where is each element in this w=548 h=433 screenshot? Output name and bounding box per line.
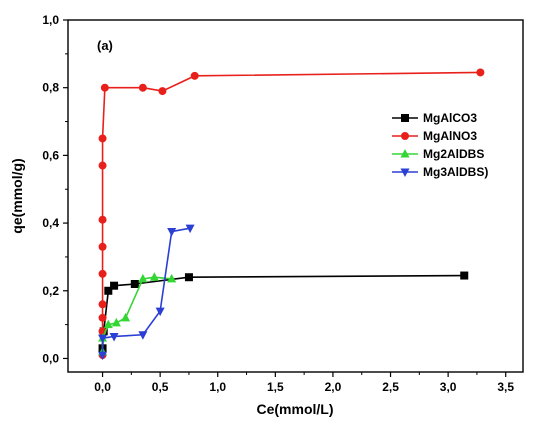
y-tick-label: 0,2 bbox=[42, 284, 59, 298]
series-0 bbox=[98, 271, 469, 353]
data-point bbox=[98, 351, 108, 361]
legend-item: MgAlCO3 bbox=[392, 111, 477, 125]
axis-ticks bbox=[63, 19, 507, 377]
data-point bbox=[98, 242, 107, 251]
plot-frame bbox=[67, 19, 524, 373]
data-point bbox=[190, 71, 199, 80]
data-point bbox=[110, 281, 119, 290]
data-point bbox=[109, 332, 119, 342]
x-tick-label: 2,0 bbox=[325, 380, 342, 394]
data-point bbox=[184, 273, 193, 282]
legend-item: MgAlNO3 bbox=[392, 129, 477, 143]
data-point bbox=[155, 307, 165, 317]
data-point bbox=[98, 269, 107, 278]
data-point bbox=[98, 215, 107, 224]
y-tick-labels: 0,0 0,2 0,4 0,6 0,8 1,0 bbox=[42, 13, 59, 365]
x-tick-label: 1,0 bbox=[209, 380, 226, 394]
legend-label: MgAlNO3 bbox=[423, 129, 477, 143]
y-tick-label: 1,0 bbox=[42, 13, 59, 27]
data-point bbox=[158, 87, 167, 96]
x-tick-label: 0,5 bbox=[152, 380, 169, 394]
x-axis-title: Ce(mmol/L) bbox=[257, 401, 334, 417]
data-point bbox=[138, 273, 148, 283]
data-point bbox=[121, 312, 131, 322]
data-point bbox=[138, 331, 148, 340]
x-tick-label: 3,5 bbox=[497, 380, 514, 394]
data-point bbox=[98, 313, 107, 322]
legend-marker bbox=[400, 149, 410, 158]
legend-item: Mg3AlDBS) bbox=[392, 165, 488, 179]
series-1 bbox=[98, 68, 485, 360]
legend: MgAlCO3 MgAlNO3 Mg2AlDBS Mg3AlDBS) bbox=[392, 111, 488, 179]
data-point bbox=[98, 161, 107, 170]
y-tick-label: 0,6 bbox=[42, 148, 59, 162]
legend-marker bbox=[400, 168, 410, 177]
x-tick-label: 1,5 bbox=[267, 380, 284, 394]
data-point bbox=[98, 300, 107, 309]
data-point bbox=[138, 83, 147, 92]
legend-label: MgAlCO3 bbox=[423, 111, 477, 125]
series-line bbox=[101, 274, 465, 349]
series-layer bbox=[98, 68, 485, 361]
legend-item: Mg2AlDBS bbox=[392, 147, 484, 161]
legend-label: Mg3AlDBS) bbox=[423, 165, 488, 179]
data-point bbox=[167, 228, 177, 237]
y-tick-label: 0,4 bbox=[42, 216, 59, 230]
legend-marker bbox=[401, 114, 409, 122]
y-tick-label: 0,8 bbox=[42, 81, 59, 95]
data-point bbox=[185, 224, 195, 234]
legend-label: Mg2AlDBS bbox=[423, 147, 484, 161]
data-point bbox=[149, 272, 159, 281]
legend-marker bbox=[401, 132, 409, 140]
data-point bbox=[111, 317, 121, 327]
data-point bbox=[460, 271, 469, 280]
data-point bbox=[167, 273, 177, 283]
data-point bbox=[130, 280, 139, 288]
y-axis-title: qe(mmol/g) bbox=[9, 158, 25, 233]
data-point bbox=[103, 319, 113, 329]
x-tick-label: 0,0 bbox=[94, 380, 111, 394]
data-point bbox=[104, 286, 113, 295]
series-3 bbox=[98, 224, 195, 361]
panel-label: (a) bbox=[97, 38, 113, 53]
x-tick-label: 2,5 bbox=[382, 380, 399, 394]
data-point bbox=[100, 83, 109, 92]
data-point bbox=[98, 334, 108, 344]
y-tick-label: 0,0 bbox=[42, 351, 59, 365]
data-point bbox=[476, 68, 485, 77]
x-tick-labels: 0,0 0,5 1,0 1,5 2,0 2,5 3,0 3,5 bbox=[94, 380, 514, 394]
x-tick-label: 3,0 bbox=[440, 380, 457, 394]
data-point bbox=[98, 134, 107, 143]
